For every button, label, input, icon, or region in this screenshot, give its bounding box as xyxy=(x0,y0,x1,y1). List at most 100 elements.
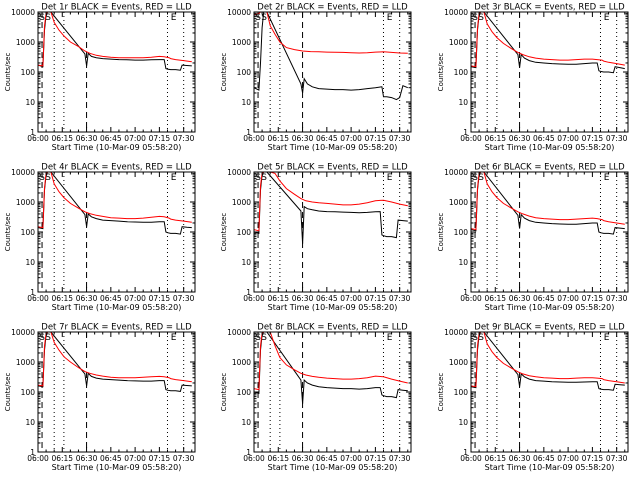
x-tick-label: 07:15 xyxy=(365,294,387,303)
y-tick-label: 10000 xyxy=(444,328,468,337)
segment-annotation: E xyxy=(604,333,610,343)
x-tick-label: 06:15 xyxy=(484,134,506,143)
y-tick-label: 1000 xyxy=(449,358,468,367)
x-axis-label: Start Time (10-Mar-09 05:58:20) xyxy=(52,463,182,472)
lld-series-line xyxy=(254,172,408,232)
segment-annotation: E xyxy=(171,13,177,23)
x-tick-label: 06:00 xyxy=(460,294,482,303)
x-tick-label: 06:45 xyxy=(100,134,122,143)
x-tick-label: 06:30 xyxy=(509,134,531,143)
y-tick-label: 100 xyxy=(237,388,252,397)
x-tick-label: 07:30 xyxy=(389,454,411,463)
x-tick-label: 06:00 xyxy=(27,454,49,463)
x-tick-label: 07:30 xyxy=(173,134,195,143)
y-tick-label: 1 xyxy=(30,128,35,137)
x-tick-label: 06:30 xyxy=(509,454,531,463)
x-tick-label: 07:30 xyxy=(389,294,411,303)
y-axis-label: Counts/sec xyxy=(437,213,445,252)
lld-series-line xyxy=(254,12,408,54)
y-tick-label: 10 xyxy=(25,418,35,427)
x-tick-label: 07:00 xyxy=(340,294,362,303)
y-tick-label: 1 xyxy=(463,128,468,137)
segment-annotation: E xyxy=(387,13,393,23)
x-tick-label: 06:00 xyxy=(243,454,265,463)
plot-frame xyxy=(253,171,412,293)
x-tick-label: 06:15 xyxy=(51,294,73,303)
y-tick-label: 100 xyxy=(454,68,469,77)
detector-panel: 1 10 100 1000 10000 06:00 06:15 06:30 06:45 07:00… xyxy=(4,3,196,152)
segment-annotation: S xyxy=(261,333,267,343)
y-axis-label: Counts/sec xyxy=(4,213,12,252)
segment-annotation: E xyxy=(387,333,393,343)
x-tick-label: 07:15 xyxy=(149,294,171,303)
y-tick-label: 10 xyxy=(241,258,251,267)
detector-panel: 1 10 100 1000 10000 06:00 06:15 06:30 06:45 07:00… xyxy=(4,163,196,312)
y-tick-label: 10 xyxy=(458,258,468,267)
y-tick-label: 10 xyxy=(458,418,468,427)
y-tick-label: 1 xyxy=(30,288,35,297)
y-tick-label: 10 xyxy=(25,98,35,107)
x-tick-label: 06:15 xyxy=(267,134,289,143)
detector-panel: 1 10 100 1000 10000 06:00 06:15 06:30 06:45 07:00… xyxy=(220,163,412,312)
chart-title: Det 1r BLACK = Events, RED = LLD xyxy=(41,3,192,13)
plot-frame xyxy=(253,11,412,133)
x-tick-label: 06:30 xyxy=(76,134,98,143)
plot-frame xyxy=(37,331,196,453)
y-tick-label: 1 xyxy=(30,448,35,457)
detector-panel: 1 10 100 1000 10000 06:00 06:15 06:30 06:45 07:00… xyxy=(220,3,412,152)
x-tick-label: 06:45 xyxy=(533,454,555,463)
segment-annotation: S xyxy=(478,13,484,23)
x-tick-label: 07:30 xyxy=(173,294,195,303)
x-tick-label: 07:15 xyxy=(365,454,387,463)
x-axis-label: Start Time (10-Mar-09 05:58:20) xyxy=(268,143,398,152)
x-tick-label: 07:15 xyxy=(149,454,171,463)
segment-annotation: S xyxy=(255,13,261,23)
y-axis-label: Counts/sec xyxy=(437,373,445,412)
y-tick-label: 1 xyxy=(463,288,468,297)
segment-annotation: S xyxy=(45,173,51,183)
y-axis-label: Counts/sec xyxy=(220,213,228,252)
chart-title: Det 7r BLACK = Events, RED = LLD xyxy=(41,323,192,333)
chart-title: Det 3r BLACK = Events, RED = LLD xyxy=(474,3,625,13)
x-tick-label: 06:15 xyxy=(267,294,289,303)
x-tick-label: 07:15 xyxy=(582,294,604,303)
segment-annotation: E xyxy=(171,173,177,183)
segment-annotation: S xyxy=(478,173,484,183)
segment-annotation: S xyxy=(261,13,267,23)
chart-title: Det 9r BLACK = Events, RED = LLD xyxy=(474,323,625,333)
segment-annotation: S xyxy=(45,13,51,23)
x-tick-label: 06:30 xyxy=(76,294,98,303)
x-tick-label: 06:45 xyxy=(316,134,338,143)
y-tick-label: 10 xyxy=(25,258,35,267)
x-axis-label: Start Time (10-Mar-09 05:58:20) xyxy=(485,143,615,152)
y-axis-label: Counts/sec xyxy=(4,53,12,92)
y-tick-label: 1 xyxy=(246,448,251,457)
y-axis-label: Counts/sec xyxy=(220,53,228,92)
segment-annotation: S xyxy=(261,173,267,183)
x-axis-label: Start Time (10-Mar-09 05:58:20) xyxy=(52,303,182,312)
x-axis-label: Start Time (10-Mar-09 05:58:20) xyxy=(268,463,398,472)
y-tick-label: 10000 xyxy=(11,168,35,177)
y-tick-label: 1000 xyxy=(16,38,35,47)
x-tick-label: 07:30 xyxy=(173,454,195,463)
lld-series-line xyxy=(471,332,625,388)
y-tick-label: 100 xyxy=(21,68,36,77)
x-tick-label: 06:30 xyxy=(509,294,531,303)
segment-annotation: S xyxy=(39,13,45,23)
y-tick-label: 10000 xyxy=(444,8,468,17)
y-tick-label: 10000 xyxy=(227,328,251,337)
segment-annotation: E xyxy=(171,333,177,343)
x-axis-label: Start Time (10-Mar-09 05:58:20) xyxy=(485,463,615,472)
plot-frame xyxy=(470,331,629,453)
x-tick-label: 06:15 xyxy=(484,454,506,463)
x-tick-label: 07:15 xyxy=(582,454,604,463)
segment-annotation: S xyxy=(39,333,45,343)
segment-annotation: S xyxy=(472,333,478,343)
x-tick-label: 07:00 xyxy=(557,454,579,463)
x-axis-label: Start Time (10-Mar-09 05:58:20) xyxy=(485,303,615,312)
x-tick-label: 06:15 xyxy=(484,294,506,303)
x-tick-label: 06:30 xyxy=(292,454,314,463)
y-tick-label: 10000 xyxy=(11,328,35,337)
segment-annotation: S xyxy=(478,333,484,343)
x-tick-label: 07:15 xyxy=(365,134,387,143)
